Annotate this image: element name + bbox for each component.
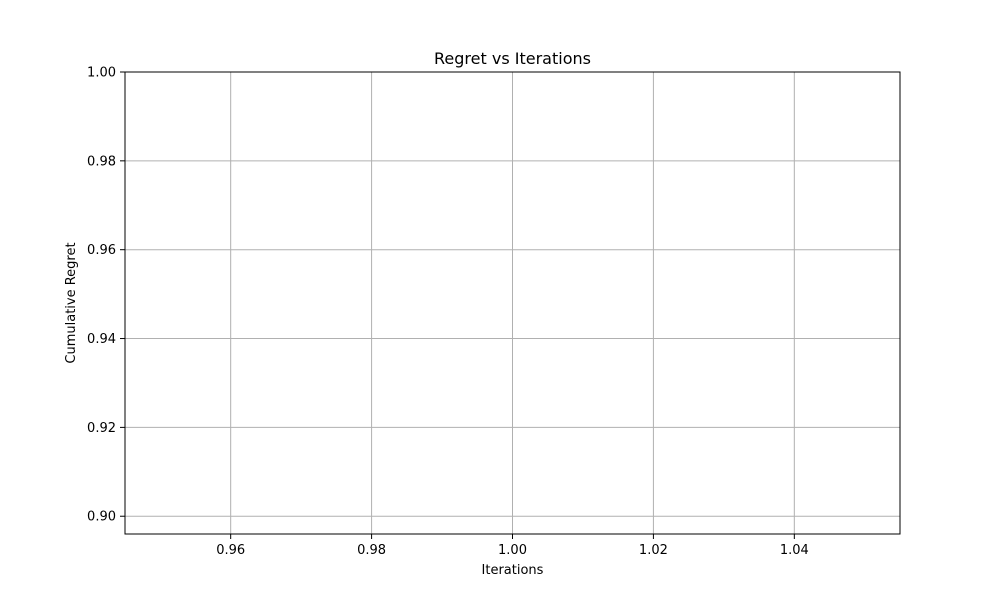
y-tick-label: 1.00 — [87, 66, 116, 81]
x-axis-label: Iterations — [482, 563, 544, 578]
x-tick-label: 0.98 — [357, 543, 386, 558]
x-tick-label: 0.96 — [216, 543, 245, 558]
x-tick-label: 1.00 — [498, 543, 527, 558]
y-tick-label: 0.90 — [87, 510, 116, 525]
y-axis-label: Cumulative Regret — [64, 242, 79, 363]
x-tick-label: 1.04 — [780, 543, 809, 558]
y-tick-label: 0.98 — [87, 154, 116, 169]
chart-title: Regret vs Iterations — [434, 49, 591, 68]
tick-layer: 0.96 0.98 1.00 1.02 1.04 0.90 0.92 0.94 0.96 0.98… — [87, 66, 809, 559]
y-tick-label: 0.94 — [87, 332, 116, 347]
y-tick-label: 0.92 — [87, 421, 116, 436]
y-tick-label: 0.96 — [87, 243, 116, 258]
x-tick-label: 1.02 — [639, 543, 668, 558]
grid-layer — [125, 71, 900, 534]
